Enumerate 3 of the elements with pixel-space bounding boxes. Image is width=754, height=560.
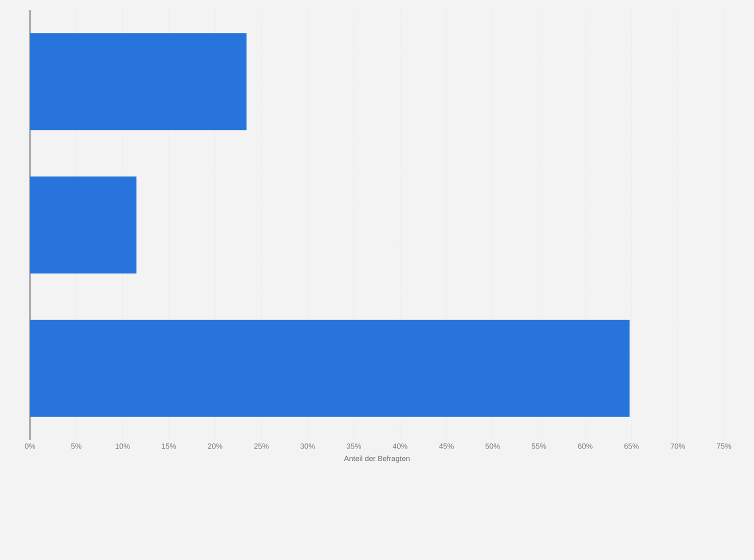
bar bbox=[30, 33, 247, 130]
bar bbox=[30, 176, 136, 274]
bar bbox=[30, 320, 630, 417]
